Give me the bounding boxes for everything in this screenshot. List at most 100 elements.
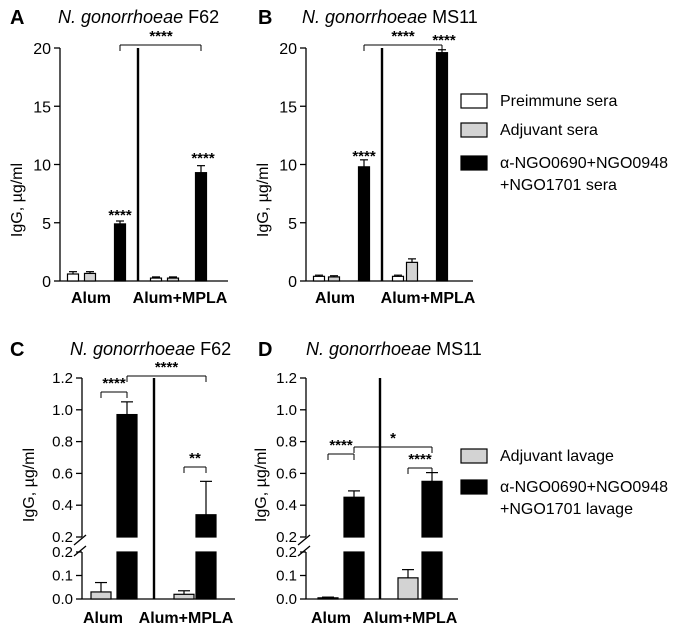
legend-label: Adjuvant lavage bbox=[500, 448, 614, 465]
panel-title: N. gonorrhoeae F62 bbox=[70, 339, 231, 359]
y-tick-label: 0.8 bbox=[52, 434, 73, 451]
bar bbox=[90, 591, 112, 600]
bar bbox=[405, 261, 419, 282]
y-tick-label: 1.0 bbox=[52, 402, 73, 419]
panel-title-strain: F62 bbox=[195, 339, 231, 359]
axis-break-mark bbox=[73, 545, 87, 557]
category-label: Alum+MPLA bbox=[139, 610, 234, 627]
axis-break-mark bbox=[297, 545, 311, 557]
bar bbox=[357, 166, 371, 282]
panel-letter: A bbox=[10, 7, 24, 29]
bar-lower-part bbox=[116, 551, 138, 600]
y-tick-label: 20 bbox=[33, 41, 51, 58]
bar bbox=[83, 272, 97, 282]
y-tick-label: 0 bbox=[288, 274, 297, 291]
bar-lower-part bbox=[195, 551, 217, 600]
y-tick-label: 10 bbox=[33, 158, 51, 175]
bar bbox=[173, 593, 195, 600]
y-tick-label: 0.2 bbox=[276, 529, 297, 546]
panel-title: N. gonorrhoeae F62 bbox=[58, 7, 219, 27]
panel-letter: B bbox=[258, 7, 272, 29]
panel-title-strain: MS11 bbox=[431, 339, 482, 359]
bar-lower-part bbox=[421, 551, 443, 600]
bar bbox=[113, 223, 127, 282]
significance-stars: **** bbox=[149, 28, 173, 45]
y-tick-label: 0.0 bbox=[52, 591, 73, 608]
panel-letter: D bbox=[258, 339, 272, 361]
bar bbox=[435, 52, 449, 282]
bar bbox=[317, 597, 339, 600]
legend-swatch bbox=[460, 122, 488, 138]
y-tick-label: 0.2 bbox=[52, 544, 73, 561]
y-tick-label: 0.6 bbox=[276, 465, 297, 482]
y-tick-label: 10 bbox=[279, 158, 297, 175]
legend-label: α-NGO0690+NGO0948 bbox=[500, 479, 668, 496]
panel-title-species: N. gonorrhoeae bbox=[70, 339, 195, 359]
significance-stars: ** bbox=[189, 450, 201, 467]
y-tick-label: 15 bbox=[33, 99, 51, 116]
y-tick-label: 20 bbox=[279, 41, 297, 58]
bar bbox=[66, 273, 80, 282]
bar bbox=[195, 514, 217, 538]
significance-stars: **** bbox=[352, 148, 376, 165]
y-tick-label: 0.8 bbox=[276, 434, 297, 451]
significance-stars: **** bbox=[432, 32, 456, 49]
axis-break-mark bbox=[297, 534, 311, 546]
panel-title-species: N. gonorrhoeae bbox=[302, 7, 427, 27]
bar bbox=[327, 276, 341, 282]
bar bbox=[116, 413, 138, 538]
bar bbox=[194, 172, 208, 282]
y-tick-label: 0.2 bbox=[52, 529, 73, 546]
bar-lower-part bbox=[343, 551, 365, 600]
y-tick-label: 15 bbox=[279, 99, 297, 116]
y-tick-label: 0.4 bbox=[52, 497, 73, 514]
category-label: Alum+MPLA bbox=[381, 290, 476, 307]
bar bbox=[149, 277, 163, 282]
y-tick-label: 0.4 bbox=[276, 497, 297, 514]
y-tick-label: 0 bbox=[42, 274, 51, 291]
legend-label: Adjuvant sera bbox=[500, 122, 598, 139]
y-axis-label: IgG, µg/ml bbox=[21, 448, 38, 522]
legend-label: +NGO1701 sera bbox=[500, 177, 617, 194]
y-axis-label: IgG, µg/ml bbox=[255, 163, 272, 237]
legend-swatch bbox=[460, 93, 488, 109]
panel-letter: C bbox=[10, 339, 24, 361]
category-label: Alum+MPLA bbox=[133, 290, 228, 307]
y-tick-label: 1.2 bbox=[276, 370, 297, 387]
legend-label: Preimmune sera bbox=[500, 93, 617, 110]
bar bbox=[343, 496, 365, 538]
y-axis-label: IgG, µg/ml bbox=[9, 163, 26, 237]
y-tick-label: 0.1 bbox=[52, 568, 73, 585]
bar bbox=[391, 275, 405, 282]
legend-swatch bbox=[460, 155, 488, 171]
category-label: Alum+MPLA bbox=[363, 610, 458, 627]
y-tick-label: 0.0 bbox=[276, 591, 297, 608]
y-tick-label: 1.2 bbox=[52, 370, 73, 387]
panel-title: N. gonorrhoeae MS11 bbox=[302, 7, 478, 27]
significance-stars: **** bbox=[191, 150, 215, 167]
category-label: Alum bbox=[311, 610, 351, 627]
panel-title-species: N. gonorrhoeae bbox=[306, 339, 431, 359]
bar bbox=[312, 275, 326, 282]
legend-swatch bbox=[460, 479, 488, 495]
axis-break-mark bbox=[73, 534, 87, 546]
category-label: Alum bbox=[71, 290, 111, 307]
legend-swatch bbox=[460, 448, 488, 464]
y-tick-label: 5 bbox=[42, 216, 51, 233]
significance-stars: * bbox=[390, 430, 396, 447]
category-label: Alum bbox=[315, 290, 355, 307]
panel-title-species: N. gonorrhoeae bbox=[58, 7, 183, 27]
panel-title-strain: MS11 bbox=[427, 7, 478, 27]
significance-stars: **** bbox=[329, 437, 353, 454]
category-label: Alum bbox=[83, 610, 123, 627]
significance-stars: **** bbox=[108, 207, 132, 224]
bar bbox=[397, 577, 419, 600]
legend-label: α-NGO0690+NGO0948 bbox=[500, 155, 668, 172]
legend-label: +NGO1701 lavage bbox=[500, 501, 633, 518]
y-tick-label: 0.2 bbox=[276, 544, 297, 561]
y-tick-label: 5 bbox=[288, 216, 297, 233]
panel-title: N. gonorrhoeae MS11 bbox=[306, 339, 482, 359]
bar bbox=[421, 480, 443, 538]
y-tick-label: 0.6 bbox=[52, 465, 73, 482]
y-tick-label: 0.1 bbox=[276, 568, 297, 585]
